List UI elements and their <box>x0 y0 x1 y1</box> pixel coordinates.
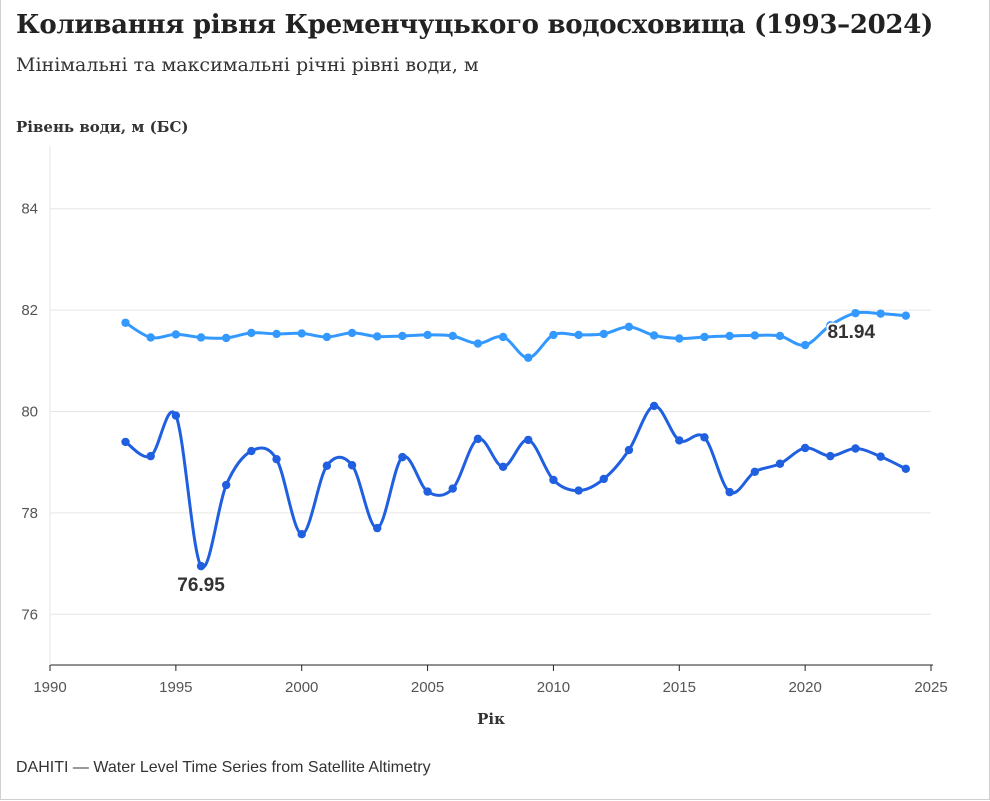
data-point-min[interactable] <box>222 480 231 490</box>
data-point-min[interactable] <box>574 486 583 495</box>
y-tick-labels: 76 78 80 82 84 <box>21 201 38 624</box>
y-axis-label: Рівень води, м (БС) <box>16 118 189 136</box>
data-point-max[interactable] <box>322 332 332 342</box>
data-point-max[interactable] <box>800 340 810 350</box>
data-point-min[interactable] <box>121 437 130 447</box>
data-point-max[interactable] <box>750 331 759 340</box>
data-point-min[interactable] <box>473 434 483 444</box>
data-point-min[interactable] <box>272 454 281 464</box>
data-point-min[interactable] <box>524 435 533 445</box>
gridlines <box>50 208 931 615</box>
y-tick-label: 82 <box>21 302 38 319</box>
annotations: 76.95 81.94 <box>175 320 877 598</box>
data-point-max[interactable] <box>599 329 608 339</box>
data-point-max[interactable] <box>347 328 357 338</box>
data-point-max[interactable] <box>826 321 835 330</box>
data-point-max[interactable] <box>725 331 734 341</box>
series-max <box>121 308 911 362</box>
data-point-min[interactable] <box>725 487 734 497</box>
data-point-min[interactable] <box>322 461 332 470</box>
data-point-max[interactable] <box>423 330 432 340</box>
data-point-min[interactable] <box>398 452 407 462</box>
data-point-min[interactable] <box>826 451 835 461</box>
data-point-min[interactable] <box>624 445 634 455</box>
data-point-max[interactable] <box>649 331 659 340</box>
data-point-min[interactable] <box>423 487 432 496</box>
data-point-max[interactable] <box>775 331 785 341</box>
source-note: DAHITI — Water Level Time Series from Sa… <box>16 759 431 776</box>
data-point-max[interactable] <box>297 329 306 338</box>
data-point-max[interactable] <box>222 333 231 343</box>
chart-title: Коливання рівня Кременчуцького водосхови… <box>16 10 934 40</box>
data-point-min[interactable] <box>297 529 306 539</box>
annotation-label: 81.94 <box>827 322 875 343</box>
x-tick-label: 2025 <box>914 679 947 696</box>
x-tick-labels: 1990 1995 2000 2005 2010 2015 2020 2025 <box>33 665 948 696</box>
series-min <box>121 401 911 571</box>
data-point-min[interactable] <box>549 475 558 485</box>
series-line-min <box>124 404 908 569</box>
data-point-max[interactable] <box>624 322 634 332</box>
data-point-max[interactable] <box>448 331 457 341</box>
data-point-min[interactable] <box>373 523 382 533</box>
data-point-min[interactable] <box>196 561 206 571</box>
chart-subtitle: Мінімальні та максимальні річні рівні во… <box>16 54 479 76</box>
data-point-max[interactable] <box>196 333 206 342</box>
data-point-min[interactable] <box>750 467 759 477</box>
data-point-max[interactable] <box>121 318 130 327</box>
data-point-max[interactable] <box>700 332 709 342</box>
data-point-min[interactable] <box>851 444 860 453</box>
data-point-max[interactable] <box>247 328 256 338</box>
data-point-min[interactable] <box>247 446 256 456</box>
data-point-max[interactable] <box>876 309 885 318</box>
data-point-max[interactable] <box>373 332 382 341</box>
x-tick-label: 2010 <box>537 679 570 696</box>
y-tick-label: 76 <box>21 606 38 623</box>
data-point-max[interactable] <box>171 330 181 339</box>
data-point-max[interactable] <box>574 330 583 340</box>
x-tick-label: 1990 <box>33 679 66 696</box>
data-point-min[interactable] <box>800 443 810 453</box>
data-point-min[interactable] <box>700 433 709 442</box>
data-point-min[interactable] <box>347 461 357 470</box>
x-tick-label: 2000 <box>285 679 318 696</box>
data-point-max[interactable] <box>398 331 407 341</box>
data-point-min[interactable] <box>146 451 155 461</box>
data-point-min[interactable] <box>901 464 911 473</box>
data-point-min[interactable] <box>599 474 608 484</box>
data-point-max[interactable] <box>473 339 483 348</box>
data-point-min[interactable] <box>171 411 181 420</box>
data-point-min[interactable] <box>675 436 684 445</box>
data-point-max[interactable] <box>272 329 281 339</box>
data-point-max[interactable] <box>549 330 558 340</box>
y-tick-label: 80 <box>21 404 38 421</box>
data-point-min[interactable] <box>448 484 457 493</box>
series-line-max <box>124 310 908 360</box>
data-point-max[interactable] <box>524 353 533 362</box>
data-point-max[interactable] <box>498 332 508 342</box>
data-point-max[interactable] <box>901 311 911 320</box>
x-tick-label: 1995 <box>159 679 192 696</box>
x-tick-label: 2015 <box>663 679 696 696</box>
x-tick-label: 2020 <box>788 679 821 696</box>
data-point-max[interactable] <box>675 334 684 343</box>
data-point-max[interactable] <box>851 308 860 318</box>
data-point-min[interactable] <box>876 452 885 461</box>
line-chart: 76 78 80 82 84 1990 1995 2000 2005 2010 2015 2020 2… <box>16 118 948 728</box>
x-tick-label: 2005 <box>411 679 444 696</box>
data-point-max[interactable] <box>146 333 155 342</box>
data-point-min[interactable] <box>775 459 785 468</box>
y-tick-label: 78 <box>21 505 38 522</box>
annotation-label: 76.95 <box>177 575 225 596</box>
series-group <box>121 308 911 571</box>
data-point-min[interactable] <box>498 462 508 471</box>
x-axis-label: Рік <box>477 710 505 728</box>
y-tick-label: 84 <box>21 201 38 218</box>
data-point-min[interactable] <box>649 401 659 411</box>
